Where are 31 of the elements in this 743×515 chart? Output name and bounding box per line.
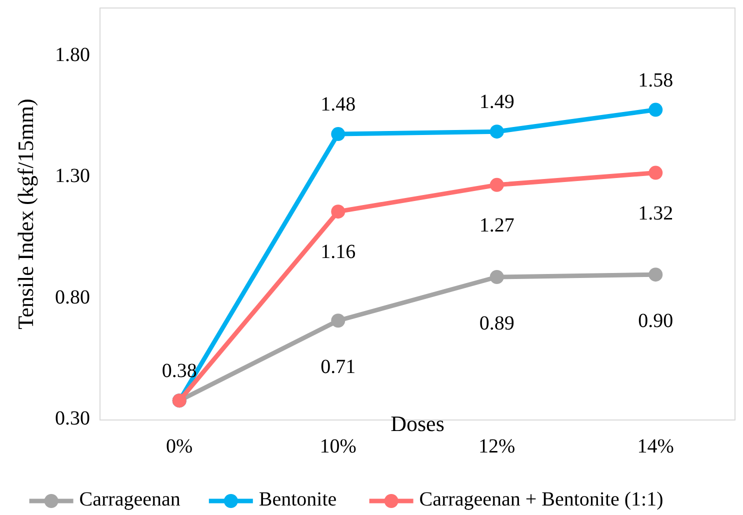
x-axis-title: Doses	[390, 411, 444, 436]
data-label: 0.71	[320, 356, 356, 378]
data-label: 1.27	[479, 214, 514, 237]
legend-label: Carrageenan	[79, 488, 180, 511]
data-label: 0.90	[638, 310, 674, 332]
data-label: 1.48	[320, 94, 356, 116]
x-tick-label: 10%	[320, 436, 356, 458]
point	[648, 102, 663, 117]
legend-label: Bentonite	[258, 488, 337, 511]
point	[648, 268, 663, 282]
data-label: 1.32	[638, 202, 674, 224]
point	[331, 204, 346, 219]
point	[490, 270, 504, 284]
point	[490, 124, 504, 139]
legend-label: Carrageenan + Bentonite (1:1)	[419, 488, 664, 511]
y-axis-title: Tensile Index (kgf/15mm)	[13, 98, 38, 330]
point	[331, 127, 346, 142]
data-label: 1.58	[638, 69, 674, 92]
y-tick-label: 1.30	[55, 165, 90, 188]
x-tick-label: 14%	[637, 436, 674, 458]
y-tick-label: 0.80	[55, 286, 90, 308]
data-label: 1.49	[479, 91, 514, 114]
point	[490, 178, 504, 192]
y-tick-label: 1.80	[55, 44, 90, 66]
data-label: 0.89	[479, 312, 514, 335]
data-label: 1.16	[320, 241, 356, 264]
point	[648, 166, 663, 180]
point	[331, 314, 346, 328]
x-tick-label: 0%	[166, 436, 193, 458]
y-tick-label: 0.30	[55, 408, 90, 430]
x-tick-label: 12%	[478, 436, 516, 458]
